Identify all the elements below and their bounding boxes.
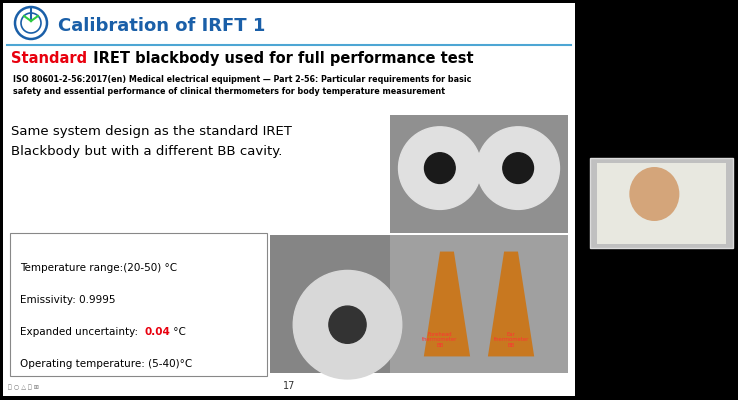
Circle shape [477,127,559,209]
Bar [10,233,267,376]
Circle shape [503,153,534,184]
Text: Expanded uncertainty:: Expanded uncertainty: [20,327,145,337]
Circle shape [399,127,481,209]
Bar [590,158,733,248]
Bar [270,235,425,373]
Ellipse shape [630,167,680,221]
Polygon shape [424,252,470,356]
Text: Emissivity: 0.9995: Emissivity: 0.9995 [20,295,116,305]
Bar [390,115,568,233]
Circle shape [424,153,455,184]
Text: 0.04: 0.04 [145,327,170,337]
Text: Temperature range:(20-50) °C: Temperature range:(20-50) °C [20,263,177,273]
Text: IRET blackbody used for full performance test: IRET blackbody used for full performance… [88,51,474,66]
Circle shape [293,270,401,379]
Text: Operating temperature: (5-40)°C: Operating temperature: (5-40)°C [20,358,193,368]
Bar [390,235,568,373]
Text: Same system design as the standard IRET
Blackbody but with a different BB cavity: Same system design as the standard IRET … [11,125,292,158]
Polygon shape [488,252,534,356]
Text: 17: 17 [283,381,295,391]
Bar [597,162,726,244]
Text: Ear
thermometer
BB: Ear thermometer BB [493,332,528,348]
Text: Forehead
thermometer
BB: Forehead thermometer BB [422,332,458,348]
Text: °C: °C [170,327,187,337]
Text: ISO 80601-2-56:2017(en) Medical electrical equipment — Part 2-56: Particular req: ISO 80601-2-56:2017(en) Medical electric… [13,75,472,96]
Bar [3,3,575,396]
Text: Standard: Standard [11,51,87,66]
Text: ⦿ ○ △ ⦾ ⊞: ⦿ ○ △ ⦾ ⊞ [8,384,39,390]
Circle shape [329,306,366,343]
Text: Calibration of IRFT 1: Calibration of IRFT 1 [58,17,266,35]
